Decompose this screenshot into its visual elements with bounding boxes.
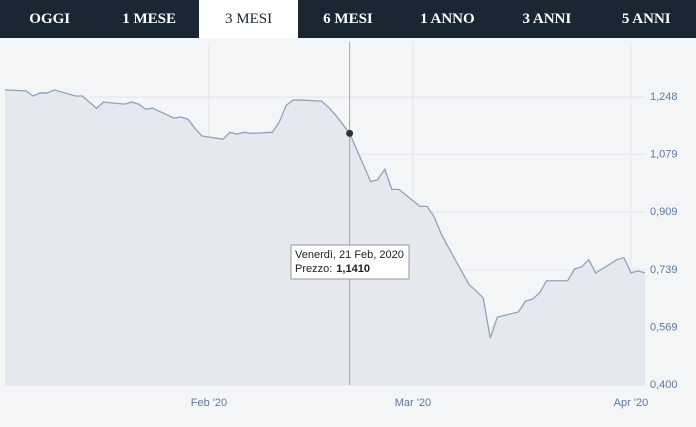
- tab[interactable]: OGGI: [29, 11, 71, 27]
- hover-point: [346, 129, 354, 137]
- y-tick-label: 1,079: [650, 148, 678, 160]
- y-tick-label: 1,248: [650, 91, 678, 103]
- tab[interactable]: 1 MESE: [122, 11, 177, 27]
- x-tick-label: Apr '20: [614, 397, 649, 409]
- x-tick-label: Feb '20: [191, 397, 227, 409]
- tab[interactable]: 3 MESI: [198, 0, 299, 38]
- tab[interactable]: 3 ANNI: [522, 11, 572, 27]
- tooltip-date: Venerdì, 21 Feb, 2020: [295, 249, 404, 261]
- y-tick-label: 0,400: [650, 379, 678, 391]
- tooltip-box: [290, 244, 410, 280]
- tab[interactable]: 1 ANNO: [420, 11, 475, 27]
- y-tick-label: 0,909: [650, 206, 678, 218]
- y-tick-label: 0,739: [650, 264, 678, 276]
- x-tick-label: Mar '20: [395, 397, 431, 409]
- tab[interactable]: 6 MESI: [323, 11, 373, 27]
- tooltip-price: Prezzo: 1,1410: [295, 263, 370, 275]
- chart: 0,400 0,569 0,739 0,909 1,079 1,248 Feb '20 Mar…: [0, 38, 696, 427]
- tooltip: Venerdì, 21 Feb, 2020 Prezzo: 1,1410: [290, 244, 410, 280]
- tooltip-price-label: Prezzo:: [295, 263, 332, 275]
- line: [4, 89, 646, 339]
- tab-bar: OGGI 1 MESE 3 MESI 6 MESI 1 ANNO 3 ANNI 5 ANNI: [0, 0, 696, 38]
- tab[interactable]: 5 ANNI: [621, 11, 671, 27]
- y-tick-label: 0,569: [650, 322, 678, 334]
- tooltip-price-value: 1,1410: [336, 263, 370, 275]
